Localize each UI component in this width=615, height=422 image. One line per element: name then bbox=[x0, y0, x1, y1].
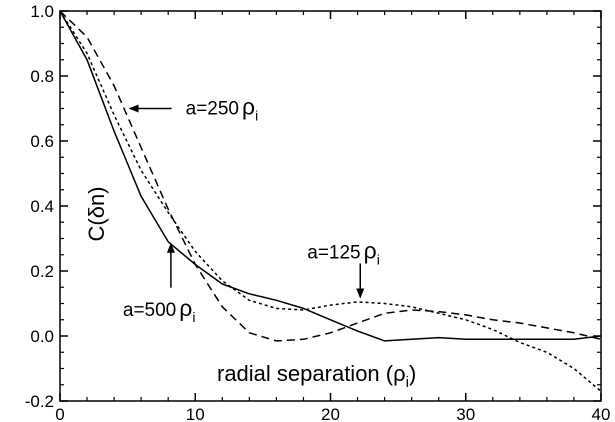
series-line-dotted bbox=[59, 10, 602, 392]
x-tick-label: 30 bbox=[456, 405, 475, 422]
x-tick-label: 20 bbox=[321, 405, 340, 422]
x-axis-title-main: radial separation (ρ bbox=[217, 361, 406, 386]
y-axis-title: C(δn) bbox=[84, 186, 109, 241]
plot-frame bbox=[59, 10, 602, 402]
series-line-solid bbox=[59, 10, 602, 342]
x-tick-label: 10 bbox=[186, 405, 205, 422]
y-tick-label: -0.2 bbox=[25, 392, 54, 411]
axis-ticks: 0 10 20 30 40 -0.2 0.0 0.2 0.4 0.6 0.8 1.0 bbox=[25, 2, 611, 422]
x-tick-label: 40 bbox=[592, 405, 611, 422]
series-layer bbox=[59, 10, 602, 392]
x-axis-title-close: ) bbox=[409, 361, 416, 386]
y-tick-label: 0.2 bbox=[30, 262, 54, 281]
series-line-dashed bbox=[59, 10, 602, 342]
y-tick-label: 0.8 bbox=[30, 67, 54, 86]
annotation-label: a=500 ρi bbox=[123, 295, 196, 325]
y-tick-label: 0.0 bbox=[30, 327, 54, 346]
annotation-label: a=250 ρi bbox=[186, 94, 259, 124]
y-tick-label: 0.4 bbox=[30, 197, 54, 216]
x-axis-title-subscript: i bbox=[406, 374, 409, 391]
y-tick-label: 1.0 bbox=[30, 2, 54, 21]
x-tick-label: 0 bbox=[55, 405, 64, 422]
annotation-label: a=125 ρi bbox=[307, 238, 380, 268]
y-tick-label: 0.6 bbox=[30, 132, 54, 151]
x-axis-title: radial separation (ρi) bbox=[217, 361, 416, 391]
annotations: a=250 ρi a=125 ρi a=500 ρi bbox=[123, 94, 380, 325]
